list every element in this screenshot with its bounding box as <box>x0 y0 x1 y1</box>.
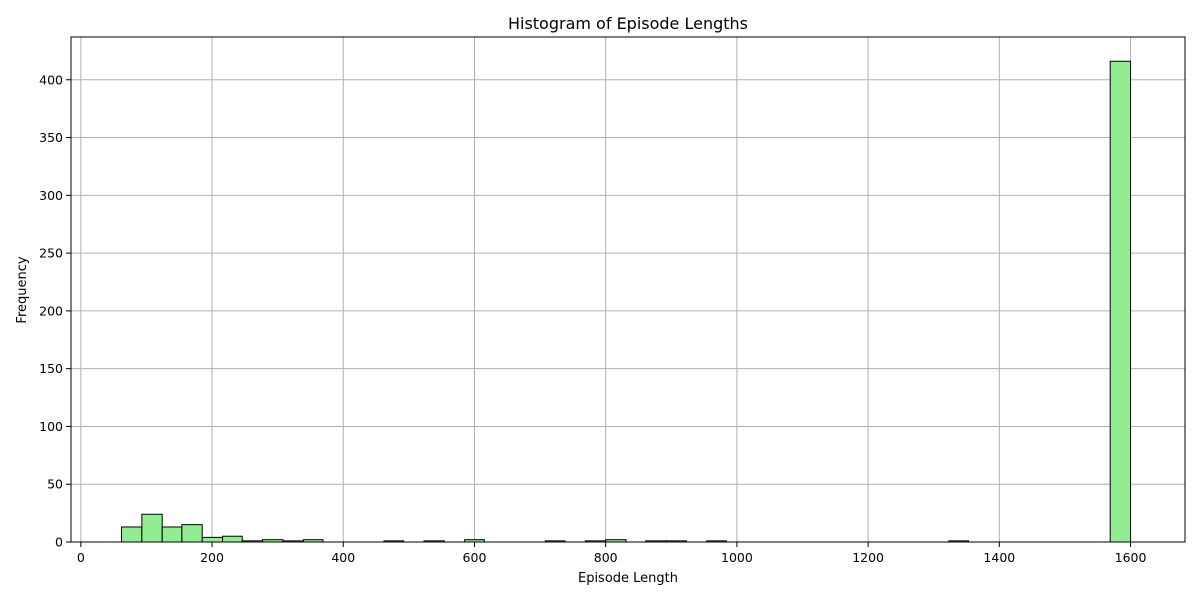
y-tick-label: 300 <box>39 188 63 203</box>
grid-layer <box>71 37 1185 543</box>
histogram-bar <box>121 526 143 543</box>
x-tick-label: 1200 <box>852 550 884 565</box>
y-tick-label: 150 <box>39 361 63 376</box>
y-tick-label: 200 <box>39 303 63 318</box>
x-tick-label: 600 <box>463 550 487 565</box>
x-axis-label: Episode Length <box>578 571 678 586</box>
y-tick-label: 0 <box>55 535 63 550</box>
y-tick-label: 100 <box>39 419 63 434</box>
x-tick-label: 0 <box>77 550 85 565</box>
y-tick-label: 350 <box>39 130 63 145</box>
x-tick-label: 1400 <box>983 550 1015 565</box>
x-tick-label: 1000 <box>721 550 753 565</box>
histogram-bar <box>141 513 163 543</box>
histogram-bar <box>181 524 203 543</box>
histogram-bar <box>201 536 224 543</box>
y-axis-label: Frequency <box>15 256 30 323</box>
histogram-bar <box>161 526 183 543</box>
x-tick-label: 1600 <box>1115 550 1147 565</box>
y-tick-label: 50 <box>47 477 63 492</box>
plot-frame <box>70 36 1186 543</box>
bar-layer <box>121 60 1132 543</box>
x-tick-label: 400 <box>331 550 355 565</box>
y-tick-label: 400 <box>39 72 63 87</box>
x-tick-label: 800 <box>594 550 618 565</box>
histogram-bar <box>222 535 243 543</box>
tick-layer: 0 200 400 600 800 1000 1200 1400 1600 0 50 100 150 20… <box>39 72 1146 565</box>
x-tick-label: 200 <box>200 550 224 565</box>
chart-title: Histogram of Episode Lengths <box>508 14 748 33</box>
histogram-bar <box>1109 60 1132 543</box>
y-tick-label: 250 <box>39 246 63 261</box>
